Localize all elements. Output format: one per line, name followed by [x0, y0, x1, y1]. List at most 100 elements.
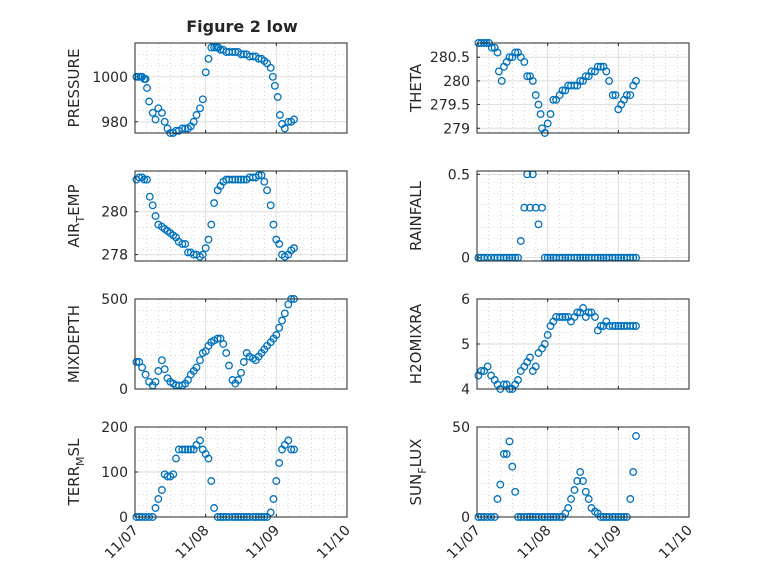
data-point	[237, 368, 245, 377]
data-point	[192, 363, 201, 372]
data-point	[591, 313, 599, 321]
data-point	[499, 450, 508, 458]
data-point	[493, 495, 502, 503]
y-tick-label: 0.5	[448, 167, 470, 183]
data-point	[196, 104, 204, 113]
data-point	[145, 97, 154, 106]
data-point	[534, 100, 543, 109]
data-point	[534, 220, 543, 229]
data-point	[520, 57, 529, 66]
data-point	[531, 91, 540, 100]
data-point	[564, 504, 573, 512]
data-point	[632, 76, 640, 85]
data-point	[143, 175, 151, 184]
subplot-h2omixra: 4 5 6 H2OMIXRA	[407, 292, 690, 398]
data-point	[132, 358, 141, 366]
y-tick-label: 5	[461, 337, 470, 353]
data-point	[266, 63, 275, 72]
data-point	[178, 239, 187, 248]
series-mixdepth	[132, 295, 298, 390]
data-point	[198, 95, 207, 104]
data-point	[160, 117, 169, 126]
axes-frame	[476, 170, 690, 262]
data-point	[275, 239, 284, 248]
data-point	[573, 308, 582, 317]
data-point	[531, 362, 540, 371]
data-point	[608, 322, 617, 330]
data-point	[540, 340, 549, 348]
data-point	[145, 192, 154, 201]
subplot-air-temp: 278 280 AIRTEMP	[65, 170, 348, 264]
axes-frame	[134, 426, 348, 518]
data-point	[254, 171, 263, 180]
data-point	[278, 316, 286, 325]
y-tick-label: 100	[101, 465, 128, 481]
y-tick-label: 50	[452, 420, 470, 436]
data-point	[154, 495, 163, 503]
data-point	[523, 72, 532, 81]
data-point	[234, 175, 243, 184]
data-point	[629, 468, 638, 476]
data-point	[151, 212, 160, 220]
data-point	[213, 334, 222, 343]
subplot-pressure: 980 1000 PRESSURE	[65, 42, 348, 137]
figure-title: Figure 2 low	[186, 17, 298, 36]
data-point	[140, 175, 149, 184]
data-point	[505, 53, 514, 62]
data-point	[228, 175, 237, 184]
axes-frame	[476, 298, 690, 390]
data-point	[558, 86, 567, 95]
data-point	[555, 313, 564, 321]
data-point	[269, 495, 278, 503]
data-point	[502, 450, 511, 458]
data-point	[573, 477, 582, 485]
data-point	[157, 356, 166, 365]
data-point	[508, 462, 517, 471]
y-axis-label: THETA	[407, 63, 425, 113]
y-axis-label: H2OMIXRA	[407, 303, 425, 384]
y-axis-label: PRESSURE	[65, 49, 83, 128]
series-theta	[474, 39, 640, 137]
data-point	[189, 117, 198, 126]
data-point	[157, 486, 166, 494]
y-tick-label: 279.5	[430, 98, 470, 114]
data-point	[511, 48, 520, 57]
data-point	[184, 445, 192, 454]
axes-frame	[476, 42, 690, 134]
data-point	[210, 504, 219, 512]
data-point	[576, 76, 585, 85]
data-point	[222, 349, 231, 357]
data-point	[558, 313, 567, 321]
data-point	[280, 124, 289, 133]
data-point	[272, 477, 281, 485]
data-point	[141, 75, 150, 83]
data-point	[204, 235, 213, 244]
data-point	[526, 203, 534, 212]
data-point	[270, 81, 279, 90]
axes-frame	[134, 170, 348, 262]
data-point	[477, 367, 486, 375]
data-point	[273, 93, 282, 101]
data-point	[169, 470, 178, 479]
data-point	[499, 380, 508, 389]
data-point	[494, 67, 503, 76]
data-point	[514, 376, 522, 384]
subplot-theta: 279 279.5 280 280.5 THETA	[407, 39, 690, 137]
data-point	[626, 91, 635, 100]
y-tick-label: 4	[461, 382, 470, 398]
y-axis-label: AIRTEMP	[65, 184, 87, 247]
data-point	[626, 322, 635, 330]
y-axis-label: MIXDEPTH	[65, 305, 83, 383]
data-point	[151, 377, 160, 386]
data-point	[160, 365, 169, 374]
y-tick-label: 0	[119, 382, 128, 398]
axes-frame	[134, 298, 348, 390]
data-point	[570, 486, 579, 494]
data-point	[260, 177, 269, 186]
data-point	[231, 175, 240, 184]
data-point	[290, 244, 298, 253]
data-point	[493, 48, 502, 57]
data-point	[237, 50, 245, 59]
